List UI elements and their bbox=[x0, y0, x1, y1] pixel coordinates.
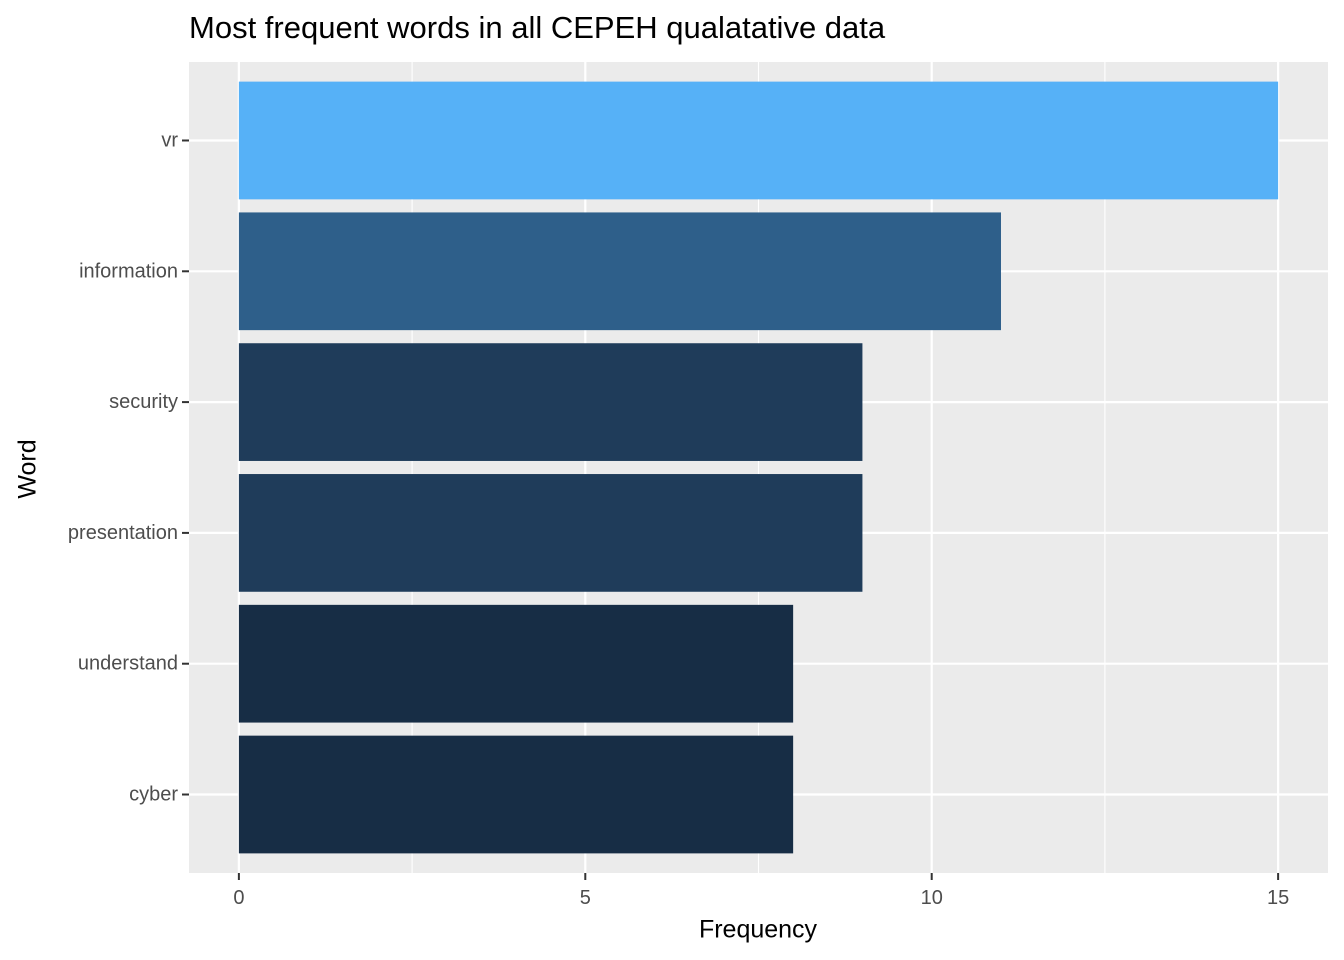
x-tick-label-10: 10 bbox=[921, 887, 943, 909]
y-tick-label-information: information bbox=[79, 260, 178, 282]
x-axis: 0 5 10 15 bbox=[233, 873, 1289, 909]
y-tick-label-security: security bbox=[109, 391, 178, 413]
bar-cyber bbox=[238, 735, 794, 854]
y-tick-label-presentation: presentation bbox=[68, 522, 178, 544]
x-tick-label-15: 15 bbox=[1267, 887, 1289, 909]
y-tick-label-vr: vr bbox=[161, 129, 178, 151]
x-tick-label-0: 0 bbox=[233, 887, 244, 909]
bar-understand bbox=[238, 604, 794, 723]
y-axis: vr information security presentation underst… bbox=[68, 129, 189, 806]
bar-vr bbox=[238, 81, 1279, 200]
x-tick-label-5: 5 bbox=[580, 887, 591, 909]
bar-presentation bbox=[238, 474, 863, 592]
bar-information bbox=[238, 212, 1001, 331]
x-axis-title: Frequency bbox=[698, 915, 818, 944]
y-tick-label-cyber: cyber bbox=[129, 784, 178, 806]
bar-security bbox=[238, 343, 863, 461]
bars bbox=[238, 81, 1279, 854]
chart-title: Most frequent words in all CEPEH qualata… bbox=[189, 10, 886, 45]
y-tick-label-understand: understand bbox=[78, 653, 178, 675]
